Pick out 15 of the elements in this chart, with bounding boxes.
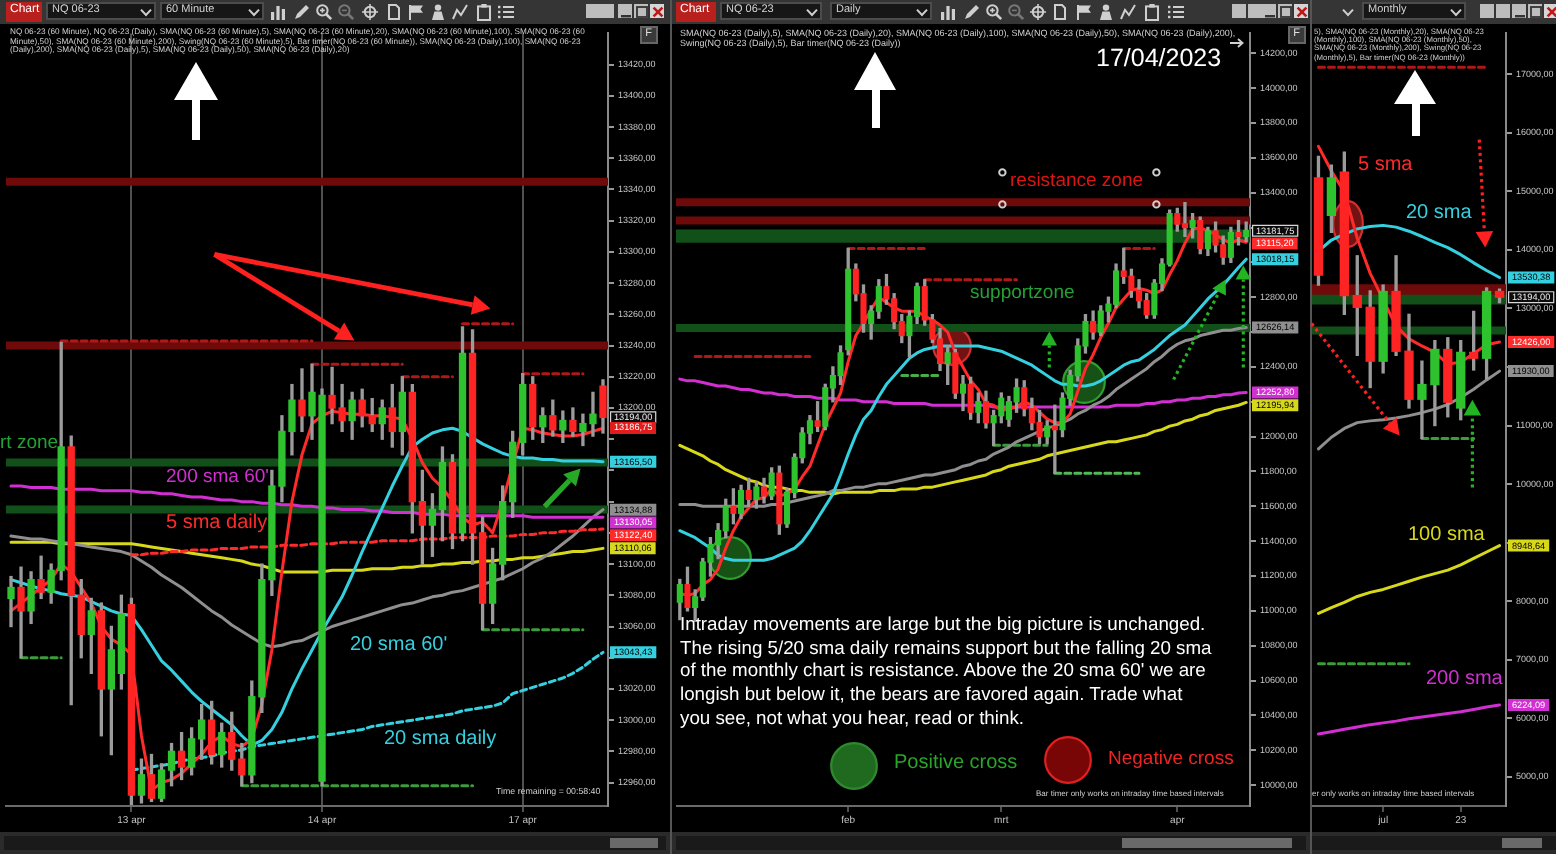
annotation: Negative cross: [1108, 748, 1234, 772]
series-label: 20 sma 60': [350, 634, 448, 657]
ref-line-label: resistance zone: [1010, 170, 1144, 194]
annotation: 17/04/2023: [1096, 44, 1222, 73]
ref-line-label: supportzone: [970, 282, 1075, 306]
series-label: 20 sma: [1406, 202, 1472, 225]
ref-line-label: rt zone: [0, 432, 59, 456]
series-label: 100 sma: [1408, 524, 1485, 547]
annotation: Intraday movements are large but the big picture is unchanged. The rising 5/20 sma daily remains support but the falling 20 sma of the monthly chart is resistance. Above the 20 sma 60' we are longish but below it, the bears are favored again. Trade what you see, not what you hear, read or think.: [680, 612, 1212, 730]
series-label: 5 sma daily: [166, 512, 268, 535]
series-label: 5 sma: [1358, 154, 1413, 177]
annotation: Positive cross: [894, 752, 1018, 775]
series-label: 200 sma 60': [166, 466, 269, 490]
series-label: 200 sma: [1426, 668, 1503, 691]
series-label: 20 sma daily: [384, 728, 497, 751]
